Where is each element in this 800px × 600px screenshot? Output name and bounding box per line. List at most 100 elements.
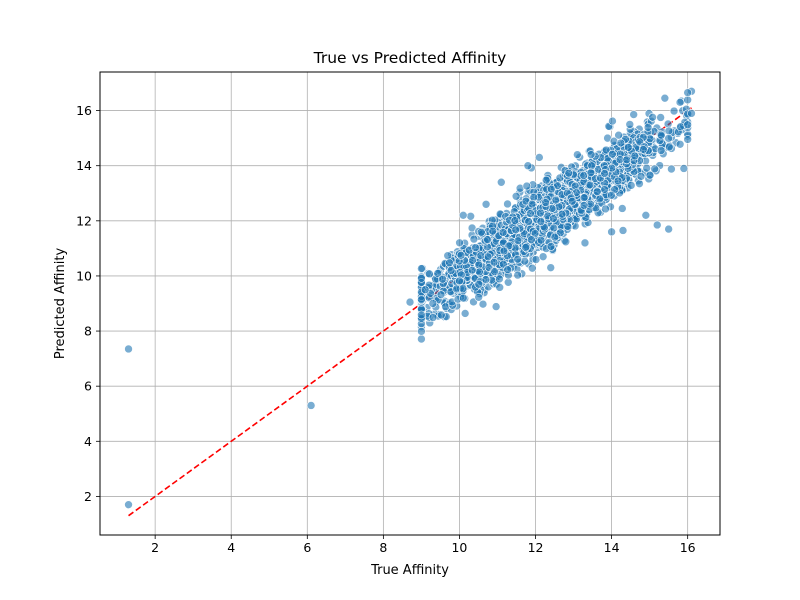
- data-point: [433, 269, 443, 278]
- data-point: [417, 274, 426, 283]
- data-point: [428, 299, 438, 308]
- data-point: [458, 293, 468, 303]
- data-point: [551, 195, 561, 205]
- data-point: [683, 95, 692, 105]
- y-tick-label: 2: [84, 489, 92, 504]
- data-point: [535, 153, 544, 162]
- data-point: [664, 134, 673, 143]
- data-point: [587, 161, 596, 170]
- data-point: [417, 334, 426, 344]
- data-point: [546, 242, 556, 251]
- data-point: [607, 191, 616, 200]
- data-point: [471, 243, 480, 252]
- data-point: [546, 263, 556, 272]
- data-point: [573, 150, 582, 159]
- x-tick-label: 12: [528, 540, 544, 555]
- data-point: [667, 164, 676, 174]
- data-point: [405, 297, 415, 307]
- data-point: [481, 199, 491, 209]
- data-point: [527, 235, 536, 244]
- data-point: [478, 299, 488, 309]
- data-point: [626, 181, 636, 190]
- data-point: [600, 185, 609, 194]
- data-point: [608, 116, 617, 126]
- data-point: [436, 290, 446, 299]
- x-axis-label: True Affinity: [370, 563, 449, 578]
- data-point: [490, 267, 499, 276]
- data-point: [474, 292, 483, 302]
- data-point: [541, 175, 551, 185]
- data-point: [523, 161, 533, 171]
- data-point: [608, 149, 617, 159]
- data-point: [425, 269, 434, 279]
- data-point: [524, 217, 533, 226]
- data-point: [417, 264, 426, 273]
- data-point: [600, 169, 609, 178]
- y-axis-label: Predicted Affinity: [53, 248, 68, 360]
- data-point: [124, 344, 133, 354]
- data-point: [124, 500, 133, 509]
- x-axis-ticks: 2 4 6 8 10 12 14 16: [151, 535, 696, 555]
- data-point: [513, 254, 523, 264]
- data-point: [443, 251, 453, 260]
- data-point: [601, 204, 610, 214]
- data-point: [586, 150, 596, 159]
- data-point: [629, 110, 638, 119]
- data-point: [469, 234, 479, 244]
- data-point: [564, 168, 574, 178]
- data-point: [683, 88, 692, 97]
- data-point: [549, 214, 558, 223]
- data-point: [474, 279, 484, 289]
- data-point: [664, 142, 674, 152]
- data-point: [458, 284, 468, 293]
- data-point: [503, 278, 513, 287]
- data-point: [656, 113, 665, 122]
- plot-frame: [99, 71, 721, 536]
- data-point: [630, 151, 640, 161]
- data-point: [467, 265, 477, 275]
- data-point: [526, 209, 535, 218]
- data-point: [495, 283, 505, 292]
- data-point: [438, 274, 447, 284]
- data-point: [475, 267, 484, 277]
- data-point: [489, 257, 499, 267]
- data-point: [536, 217, 546, 226]
- data-point: [468, 256, 477, 265]
- y-tick-label: 6: [84, 379, 92, 394]
- data-point: [563, 222, 573, 231]
- data-point: [676, 122, 685, 132]
- data-point: [592, 187, 602, 197]
- data-point: [557, 209, 567, 219]
- data-point: [466, 211, 475, 221]
- x-tick-label: 16: [680, 540, 696, 555]
- data-point: [683, 135, 692, 144]
- data-point: [306, 401, 316, 410]
- data-point: [618, 226, 628, 235]
- y-tick-label: 4: [84, 434, 92, 449]
- data-point: [625, 120, 635, 129]
- data-point: [656, 146, 666, 155]
- data-point: [561, 237, 571, 247]
- data-point: [639, 145, 648, 154]
- data-point: [648, 113, 657, 122]
- data-point: [635, 179, 644, 188]
- x-tick-label: 10: [451, 540, 467, 555]
- data-point: [417, 295, 426, 304]
- data-point: [536, 208, 545, 218]
- data-point: [456, 250, 466, 260]
- data-point: [617, 204, 627, 213]
- data-point: [528, 263, 537, 273]
- data-point: [527, 199, 537, 209]
- data-point: [483, 235, 492, 244]
- data-point: [499, 246, 509, 256]
- data-point: [683, 120, 692, 130]
- data-point: [511, 191, 521, 201]
- x-tick-label: 2: [151, 540, 159, 555]
- data-point: [437, 310, 446, 320]
- data-point: [645, 170, 655, 180]
- data-point: [536, 235, 546, 245]
- y-axis-ticks: 2 4 6 8 10 12 14 16: [76, 103, 100, 504]
- y-tick-label: 10: [76, 268, 92, 283]
- data-point: [495, 274, 504, 284]
